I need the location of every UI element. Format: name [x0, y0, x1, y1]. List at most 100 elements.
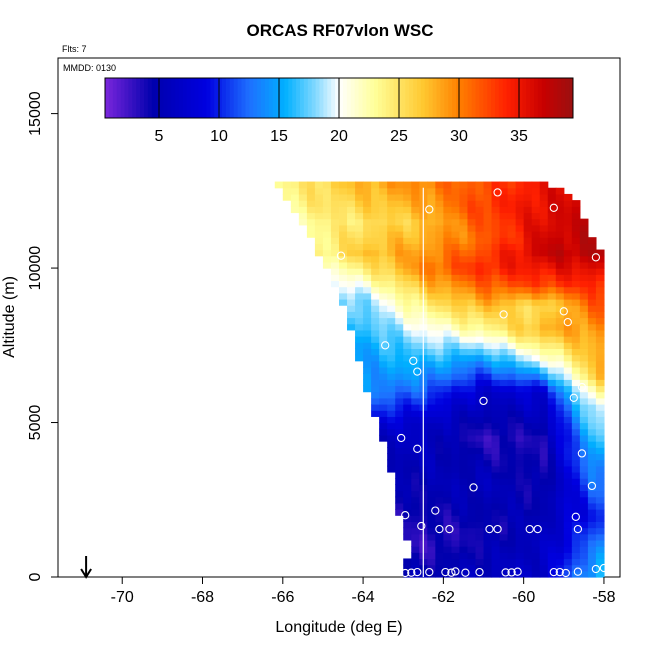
heatmap-cell [403, 206, 412, 214]
colorbar-segment [202, 78, 207, 118]
heatmap-cell [443, 428, 452, 436]
heatmap-cell [539, 527, 549, 535]
heatmap-cell [411, 336, 420, 343]
heatmap-cell [387, 373, 396, 380]
heatmap-cell [379, 261, 388, 269]
heatmap-cell [491, 200, 501, 207]
heatmap-cell [467, 416, 477, 424]
heatmap-cell [475, 428, 485, 436]
colorbar-segment [264, 78, 270, 118]
heatmap-cell [427, 471, 436, 479]
heatmap-cell [547, 496, 557, 504]
heatmap-cell [539, 206, 549, 214]
heatmap-cell [587, 533, 597, 541]
heatmap-cell [507, 422, 517, 430]
heatmap-cell [451, 527, 461, 535]
colorbar-segment [362, 78, 367, 118]
heatmap-cell [355, 342, 364, 349]
heatmap-cell [523, 521, 533, 529]
heatmap-cell [523, 237, 533, 244]
heatmap-cell [403, 422, 412, 430]
heatmap-cell [483, 410, 493, 417]
heatmap-cell [290, 206, 300, 214]
heatmap-cell [563, 336, 573, 343]
heatmap-cell [379, 404, 388, 411]
heatmap-cell [387, 268, 396, 275]
heatmap-cell [475, 249, 485, 257]
heatmap-cell [339, 280, 348, 288]
heatmap-cell [435, 354, 444, 362]
heatmap-cell [451, 354, 461, 362]
heatmap-cell [355, 255, 364, 263]
heatmap-cell [491, 360, 501, 368]
sample-point [513, 567, 522, 576]
heatmap-cell [515, 459, 525, 467]
heatmap-cell [499, 509, 509, 516]
sample-point [425, 205, 434, 214]
heatmap-cell [314, 193, 324, 201]
heatmap-cell [515, 422, 525, 430]
heatmap-cell [483, 509, 493, 516]
heatmap-cell [587, 317, 597, 325]
heatmap-cell [507, 410, 517, 417]
heatmap-cell [531, 459, 541, 467]
heatmap-cell [579, 360, 589, 368]
heatmap-cell [563, 422, 573, 430]
heatmap-cell [563, 478, 573, 485]
heatmap-cell [395, 496, 404, 504]
heatmap-cell [563, 428, 573, 436]
heatmap-cell [483, 502, 493, 510]
heatmap-cell [483, 336, 493, 343]
heatmap-cell [547, 354, 557, 362]
heatmap-cell [427, 336, 436, 343]
heatmap-cell [499, 422, 509, 430]
heatmap-cell [411, 348, 420, 356]
heatmap-cell [395, 224, 404, 232]
heatmap-cell [427, 224, 436, 232]
colorbar-segment [393, 78, 398, 118]
heatmap-cell [547, 490, 557, 498]
heatmap-cell [563, 379, 573, 387]
heatmap-cell [443, 212, 452, 220]
heatmap-cell [531, 478, 541, 485]
heatmap-cell [459, 237, 469, 244]
heatmap-cell [483, 366, 493, 374]
heatmap-cell [595, 521, 605, 529]
heatmap-cell [491, 546, 501, 553]
heatmap-cell [515, 502, 525, 510]
heatmap-cell [539, 404, 549, 411]
heatmap-cell [314, 224, 324, 232]
heatmap-cell [563, 237, 573, 244]
heatmap-cell [563, 274, 573, 282]
heatmap-cell [387, 465, 396, 473]
heatmap-cell [379, 410, 388, 417]
heatmap-cell [363, 261, 372, 269]
heatmap-cell [363, 317, 372, 325]
heatmap-cell [547, 329, 557, 337]
heatmap-cell [411, 539, 420, 547]
heatmap-cell [507, 564, 517, 572]
heatmap-cell [282, 193, 292, 201]
heatmap-cell [427, 360, 436, 368]
heatmap-cell [507, 434, 517, 442]
heatmap-cell [371, 243, 380, 251]
heatmap-cell [363, 193, 372, 201]
colorbar-segment [471, 78, 476, 118]
sample-point [493, 524, 502, 534]
heatmap-cell [355, 243, 364, 251]
heatmap-cell [403, 459, 412, 467]
heatmap-cell [330, 268, 340, 275]
heatmap-cell [467, 422, 477, 430]
heatmap-cell [507, 348, 517, 356]
heatmap-cell [435, 533, 444, 541]
heatmap-cell [563, 447, 573, 455]
heatmap-cell [515, 280, 525, 288]
heatmap-cell [587, 434, 597, 442]
heatmap-cell [563, 354, 573, 362]
heatmap-cell [571, 471, 581, 479]
heatmap-cell [427, 558, 436, 566]
heatmap-cell [298, 218, 308, 226]
heatmap-cell [403, 268, 412, 275]
heatmap-cell [411, 558, 420, 566]
heatmap-cell [435, 546, 444, 553]
